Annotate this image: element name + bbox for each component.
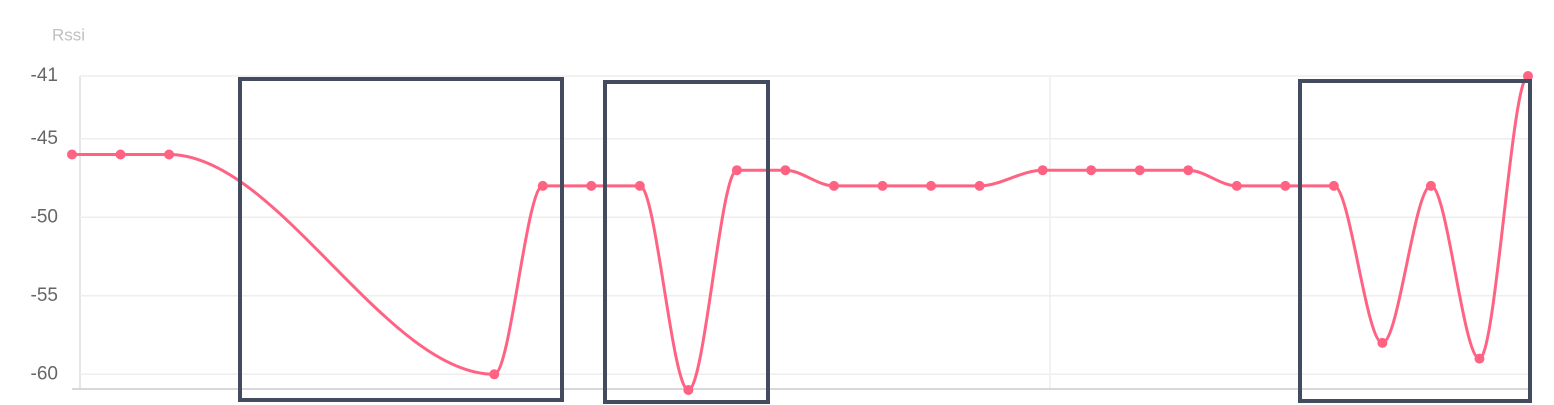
- point: [1523, 71, 1533, 81]
- highlight-box: [238, 77, 564, 402]
- y-tick-label: -41: [31, 65, 58, 86]
- point: [780, 165, 791, 176]
- point: [164, 149, 175, 160]
- point: [1183, 165, 1194, 176]
- y-tick-label: -55: [31, 285, 58, 306]
- point: [1474, 353, 1485, 364]
- y-tick-label: -45: [31, 128, 58, 149]
- point: [1280, 180, 1291, 191]
- point: [1377, 337, 1388, 348]
- point: [828, 180, 839, 191]
- y-tick-label: -50: [31, 206, 58, 227]
- point: [634, 180, 645, 191]
- highlight-boxes: [238, 77, 1532, 404]
- point: [1086, 165, 1097, 176]
- point: [586, 180, 597, 191]
- point: [683, 385, 694, 395]
- point: [1134, 165, 1145, 176]
- point: [1425, 180, 1436, 191]
- y-axis-title: Rssi: [52, 25, 85, 44]
- plot: [67, 71, 1533, 395]
- point: [877, 180, 888, 191]
- point: [67, 149, 77, 160]
- highlight-box: [603, 80, 770, 404]
- line: [72, 74, 1530, 392]
- point: [731, 165, 742, 176]
- point: [1037, 165, 1048, 176]
- point: [1231, 180, 1242, 191]
- point: [926, 180, 937, 191]
- highlight-box: [1298, 79, 1532, 403]
- point: [489, 369, 500, 380]
- point: [974, 180, 985, 191]
- point: [537, 180, 548, 191]
- y-tick-label: -60: [31, 363, 58, 384]
- point: [1328, 180, 1339, 191]
- point: [115, 149, 126, 160]
